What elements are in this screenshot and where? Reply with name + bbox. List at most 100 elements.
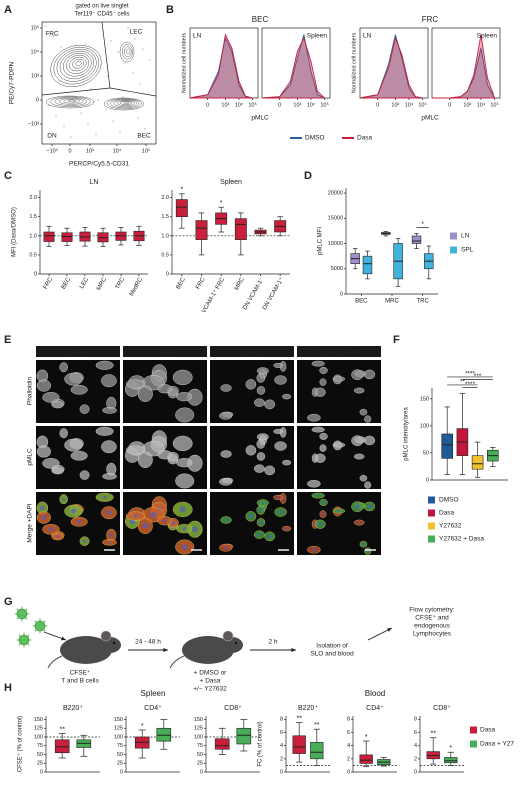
step-text: SLO and blood	[310, 651, 354, 658]
significance: *	[365, 734, 368, 741]
nucleus	[171, 520, 175, 525]
x-tick-label: 10⁵	[320, 101, 328, 108]
panel-letter: D	[304, 170, 312, 182]
cell	[42, 458, 60, 469]
y-tick-label: 8	[414, 717, 417, 723]
cell	[256, 452, 266, 461]
y-tick-label: 25	[197, 761, 203, 767]
x-tick-label: 0	[376, 102, 379, 108]
significance: *	[421, 221, 424, 228]
nucleus	[257, 533, 261, 537]
panel-letter: G	[4, 596, 13, 608]
x-tick-label: MRC	[385, 299, 399, 305]
y-tick-label: 8	[280, 717, 283, 723]
contour	[59, 50, 95, 80]
x-tick-label: TRC	[115, 276, 127, 290]
event	[112, 120, 114, 122]
legend-label: LN	[461, 233, 470, 240]
cell	[176, 392, 193, 402]
x-tick-label: 10³	[391, 102, 399, 108]
y-tick-label: 2	[280, 756, 283, 762]
cell	[219, 477, 233, 486]
nucleus	[41, 515, 47, 520]
group-title: BEC	[252, 15, 269, 24]
cell	[319, 378, 327, 386]
event	[139, 83, 141, 85]
y-tick-label: 125	[114, 726, 123, 732]
contour	[54, 97, 88, 106]
significance: **	[59, 726, 65, 733]
box	[54, 739, 70, 754]
x-tick-label: 10³	[463, 102, 471, 108]
y-tick-label: 1.5	[161, 214, 169, 220]
step-text: Isolation of	[316, 643, 348, 650]
box	[61, 232, 73, 242]
cell	[314, 453, 326, 463]
legend-swatch	[428, 509, 435, 517]
nucleus	[224, 518, 228, 522]
subplot-title: LN	[363, 33, 372, 40]
legend-label: DMSO	[305, 135, 325, 142]
cell	[95, 360, 114, 370]
arrow-head	[387, 628, 392, 632]
y-tick-label: 125	[194, 726, 203, 732]
significance: *	[220, 200, 223, 207]
cell	[353, 453, 365, 460]
y-tick-label: 100	[114, 734, 123, 740]
box	[236, 727, 252, 745]
y-tick-label: 0	[166, 271, 169, 277]
mouse-ear	[100, 630, 112, 642]
event	[124, 62, 126, 64]
mouse-body	[60, 636, 112, 664]
nucleus	[191, 526, 198, 533]
y-axis-label: pMLC MFI	[318, 227, 324, 255]
cell	[274, 375, 287, 385]
x-tick-label: 10⁵	[490, 101, 498, 108]
box	[175, 199, 188, 218]
mouse-body	[182, 636, 234, 664]
column-header	[36, 346, 120, 357]
y-tick-label: 150	[114, 717, 123, 723]
cell-spike	[18, 643, 21, 646]
population-label: DN	[47, 133, 57, 140]
plot-frame	[41, 21, 157, 145]
event	[129, 107, 131, 109]
y-tick-label: 150	[194, 717, 203, 723]
gate-text: gated on live singlet	[75, 4, 128, 10]
cell-spike	[25, 617, 28, 620]
row-label: pMLC	[27, 448, 34, 466]
cell	[137, 385, 153, 402]
mouse-ear	[222, 630, 234, 642]
y-tick-label: 0.5	[29, 252, 37, 258]
cell	[332, 376, 346, 382]
cell	[314, 387, 326, 397]
labelled-cell	[34, 620, 46, 632]
event	[58, 80, 60, 82]
nucleus	[278, 510, 283, 514]
y-axis-label: PE/Cy7-PDPN	[9, 62, 16, 105]
x-tick-label: BEC	[355, 299, 368, 305]
contour	[53, 46, 100, 85]
x-tick-label: 0	[68, 148, 71, 154]
nucleus	[182, 526, 186, 531]
y-tick-label: 6	[280, 730, 283, 736]
panel-letter: C	[4, 170, 12, 182]
nucleus	[367, 504, 372, 509]
x-tick-label: 10³	[86, 148, 94, 154]
cell-spike	[43, 629, 46, 632]
contour	[63, 98, 80, 104]
event	[149, 59, 151, 61]
box	[310, 742, 324, 760]
cell	[264, 399, 276, 410]
step-text: Lymphocytes	[413, 631, 452, 638]
panel-letter: E	[4, 334, 11, 346]
cell-spike	[27, 634, 30, 637]
significance: **	[460, 379, 466, 386]
y-tick-label: 4	[414, 743, 417, 749]
cell	[364, 481, 372, 489]
step-text: endogenous	[414, 623, 451, 630]
subplot-title: CD4⁺	[366, 705, 384, 712]
legend-label: Dasa + Y27	[480, 741, 514, 748]
nucleus	[259, 520, 263, 525]
x-tick-label: BEC	[61, 276, 73, 290]
